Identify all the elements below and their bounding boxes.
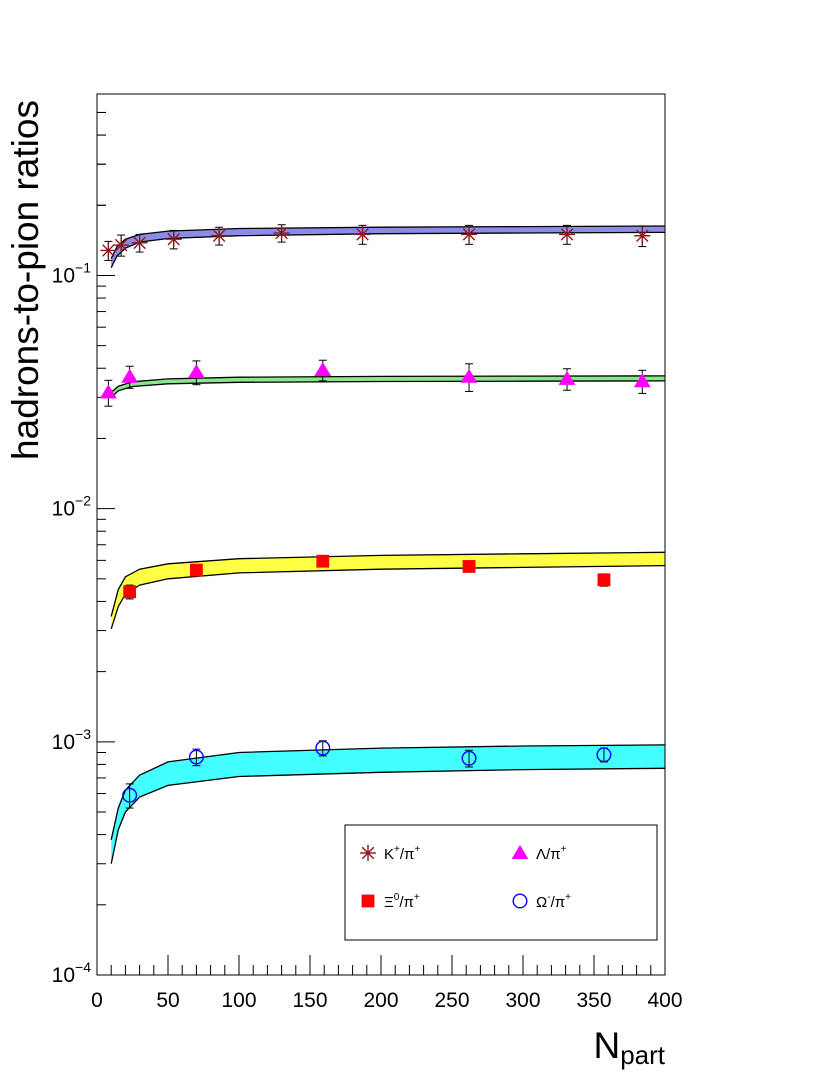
band-lower-line-0 <box>110 231 666 268</box>
marker-square <box>316 554 330 568</box>
series-2 <box>123 554 611 600</box>
y-tick-label: 10−4 <box>52 959 92 987</box>
band-fill-3 <box>111 744 665 864</box>
marker-circle <box>188 749 204 765</box>
marker-star <box>360 845 376 861</box>
marker-circle <box>122 787 138 803</box>
marker-square <box>361 894 375 908</box>
legend-item-3: Ω-/π+ <box>512 892 571 911</box>
marker-star <box>131 234 148 251</box>
x-tick-label: 350 <box>576 989 611 1012</box>
marker-circle <box>461 750 477 766</box>
x-tick-label: 250 <box>434 989 469 1012</box>
legend-label-2: Ξ0/π+ <box>384 892 420 911</box>
legend-box <box>344 824 658 941</box>
y-tick-label: 10−3 <box>52 726 92 754</box>
y-tick-label: 10−2 <box>52 493 92 521</box>
marker-star <box>273 225 290 242</box>
marker-star <box>354 226 371 243</box>
marker-triangle <box>99 384 117 399</box>
axes: 0 50 100 150 200 250 300 350 400 10−1 10−2 10−3 10−4 <box>52 93 683 1012</box>
marker-triangle <box>121 368 139 383</box>
x-axis-label-main: N <box>593 1025 620 1066</box>
legend-label-1: Λ/π+ <box>536 844 567 863</box>
marker-triangle <box>314 362 332 377</box>
error-bar <box>192 748 201 767</box>
marker-square <box>190 563 203 577</box>
x-tick-label: 0 <box>91 989 103 1012</box>
band-upper-line-3 <box>110 744 666 840</box>
marker-star <box>100 242 117 259</box>
marker-star <box>211 227 228 244</box>
legend-item-2: Ξ0/π+ <box>361 892 420 911</box>
marker-star <box>113 237 130 254</box>
marker-triangle <box>511 845 529 859</box>
x-tick-label: 400 <box>647 989 682 1012</box>
marker-triangle <box>460 368 478 383</box>
marker-triangle <box>633 373 651 388</box>
marker-circle <box>596 747 612 763</box>
marker-star <box>461 226 478 243</box>
legend-item-0: K+/π+ <box>360 844 420 863</box>
band-lower-line-2 <box>110 564 666 630</box>
legend-items: K+/π+ Λ/π+ Ξ0/π+ Ω-/π+ <box>360 844 571 911</box>
series-1 <box>99 359 651 407</box>
model-bands <box>110 225 666 864</box>
marker-square <box>597 573 611 587</box>
x-tick-label: 50 <box>156 989 179 1012</box>
band-fill-1 <box>111 375 665 398</box>
legend-label-3: Ω-/π+ <box>536 892 571 911</box>
x-tick-label: 150 <box>292 989 327 1012</box>
marker-star <box>165 231 182 248</box>
marker-star <box>634 227 651 244</box>
band-lower-line-3 <box>110 767 666 864</box>
marker-triangle <box>188 364 205 379</box>
data-points <box>99 224 651 809</box>
legend-label-0: K+/π+ <box>384 844 420 863</box>
x-tick-label: 100 <box>221 989 256 1012</box>
marker-star <box>559 226 576 243</box>
x-axis-label: Npart <box>593 1025 665 1070</box>
band-lower-line-1 <box>110 380 666 398</box>
series-3 <box>122 740 612 809</box>
band-fill-2 <box>111 552 665 629</box>
band-fill-0 <box>111 226 665 268</box>
marker-square <box>462 560 476 573</box>
x-tick-label: 300 <box>505 989 540 1012</box>
marker-square <box>123 585 137 599</box>
y-axis-label: hadrons-to-pion ratios <box>5 100 46 460</box>
error-bar <box>465 749 474 768</box>
series-0 <box>100 224 651 261</box>
marker-circle <box>512 893 528 909</box>
legend-item-1: Λ/π+ <box>511 844 567 863</box>
x-axis-label-sub: part <box>620 1040 666 1070</box>
marker-circle <box>315 740 331 756</box>
legend: K+/π+ Λ/π+ Ξ0/π+ Ω-/π+ <box>344 824 658 941</box>
band-upper-line-2 <box>110 551 666 617</box>
x-tick-label: 200 <box>363 989 398 1012</box>
marker-triangle <box>558 370 576 385</box>
y-tick-label: 10−1 <box>52 259 92 287</box>
